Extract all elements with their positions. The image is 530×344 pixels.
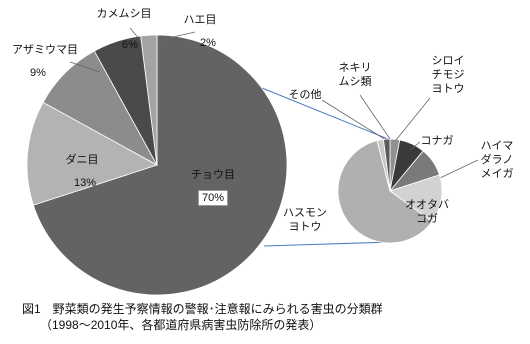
value-label: 70%: [197, 190, 229, 206]
pie-slice: [389, 174, 443, 223]
leader-line: [395, 97, 431, 141]
value-label: 6%: [122, 39, 138, 51]
value-label: 2%: [200, 37, 216, 49]
slice-label: ハスモンヨトウ: [283, 207, 327, 233]
caption: 図1 野菜類の発生予察情報の警報･注意報にみられる害虫の分類群: [22, 302, 383, 316]
slice-label: ハエ目: [183, 14, 217, 26]
slice-label: オオタバコガ: [405, 199, 449, 225]
slice-label: アザミウマ目: [12, 44, 78, 56]
leader-line: [439, 159, 479, 179]
connector: [263, 241, 393, 247]
leader-line: [409, 141, 421, 151]
leader-line: [159, 31, 196, 41]
pie-slice: [32, 34, 288, 296]
pie-slice: [26, 101, 159, 206]
pie-slice: [140, 34, 158, 166]
connector: [261, 87, 389, 140]
slice-label: シロイチモジヨトウ: [431, 55, 465, 95]
slice-label: ダニ目: [65, 154, 99, 166]
slice-label: コナガ: [420, 135, 454, 147]
pie-slice: [337, 140, 433, 244]
caption: （1998～2010年、各都道府県病害虫防除所の発表）: [40, 318, 322, 332]
leader-line: [129, 27, 141, 41]
leader-line: [321, 99, 387, 141]
slice-label: ハイマダラノメイガ: [480, 140, 514, 180]
slice-label: その他: [288, 89, 322, 101]
leader-line: [69, 61, 101, 73]
value-label: 9%: [30, 67, 46, 79]
slice-label: チョウ目: [191, 169, 235, 181]
value-label: 13%: [73, 177, 97, 189]
slice-label: ネキリムシ類: [338, 62, 372, 88]
slice-label: カメムシ目: [96, 8, 152, 20]
leader-line: [359, 94, 391, 140]
